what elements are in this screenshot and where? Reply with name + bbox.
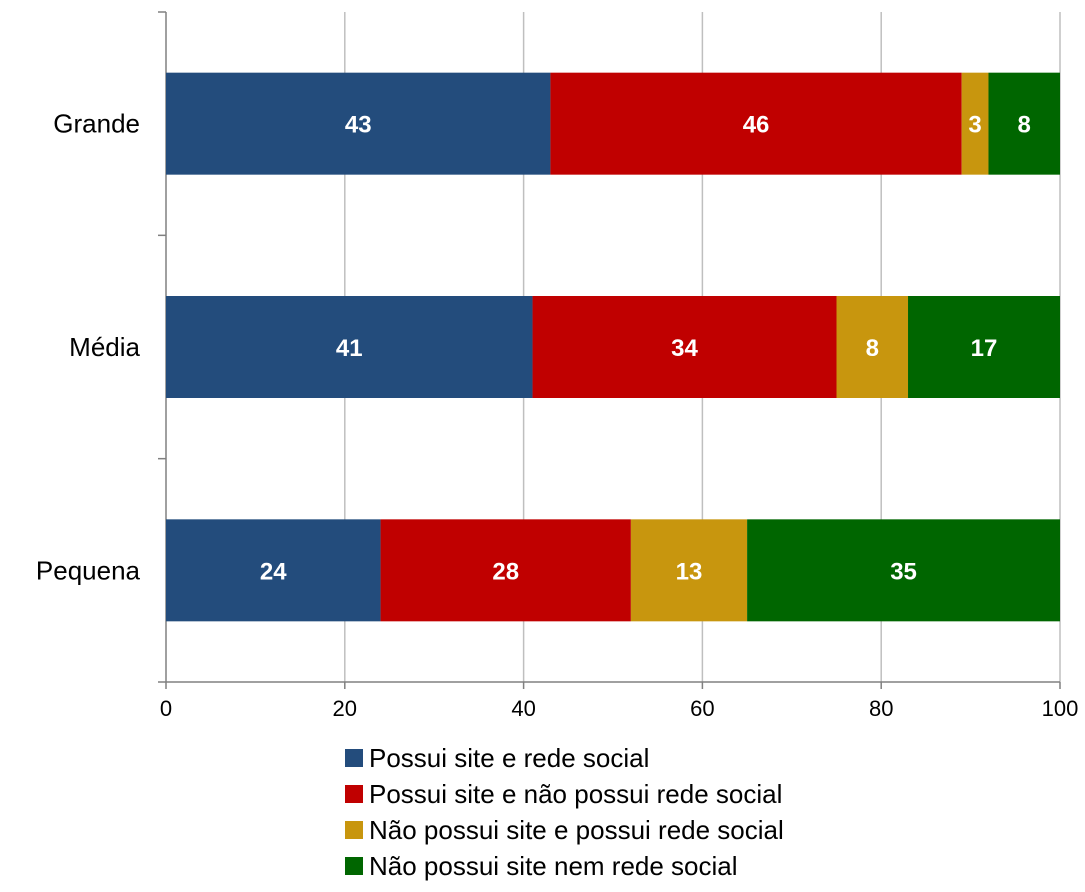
bar-segment xyxy=(550,72,962,175)
category-label: Média xyxy=(69,332,140,362)
bar-segment xyxy=(961,72,989,175)
bar-segment xyxy=(166,519,381,622)
bar-segment xyxy=(532,296,837,398)
x-tick-label: 20 xyxy=(333,696,357,721)
data-label: 3 xyxy=(968,112,981,139)
x-tick-label: 40 xyxy=(511,696,535,721)
legend-swatch xyxy=(345,857,363,875)
legend-label: Não possui site e possui rede social xyxy=(369,814,784,845)
legend-label: Possui site e não possui rede social xyxy=(369,778,783,809)
data-label: 8 xyxy=(866,335,879,362)
bar-segment xyxy=(166,296,533,398)
x-tick-label: 100 xyxy=(1042,696,1079,721)
data-label: 35 xyxy=(890,558,917,585)
bar-segment xyxy=(380,519,631,622)
legend: Possui site e rede social Possui site e n… xyxy=(345,740,784,884)
legend-label: Possui site e rede social xyxy=(369,742,650,773)
legend-item: Possui site e não possui rede social xyxy=(345,776,784,812)
stacked-bar-chart: 0 20 40 60 80 100 Grande 43 46 3 8 Média 41 34 8 17 Pequ… xyxy=(36,11,1079,721)
data-label: 46 xyxy=(743,112,770,139)
x-tick-label: 80 xyxy=(869,696,893,721)
legend-swatch xyxy=(345,749,363,767)
data-label: 41 xyxy=(336,335,363,362)
bar-segment xyxy=(747,519,1060,622)
bar-segment xyxy=(988,72,1060,175)
data-label: 17 xyxy=(971,335,998,362)
x-tick-label: 0 xyxy=(160,696,172,721)
data-label: 43 xyxy=(345,112,372,139)
legend-item: Não possui site e possui rede social xyxy=(345,812,784,848)
data-label: 28 xyxy=(492,558,519,585)
bar-segment xyxy=(908,296,1060,398)
legend-swatch xyxy=(345,821,363,839)
data-label: 8 xyxy=(1018,112,1031,139)
bar-segment xyxy=(166,72,551,175)
legend-item: Possui site e rede social xyxy=(345,740,784,776)
category-label: Pequena xyxy=(36,555,141,585)
bar-segment xyxy=(836,296,909,398)
legend-item: Não possui site nem rede social xyxy=(345,848,784,884)
data-label: 24 xyxy=(260,558,287,585)
bar-segment xyxy=(630,519,748,622)
x-tick-label: 60 xyxy=(690,696,714,721)
data-label: 13 xyxy=(676,558,703,585)
category-label: Grande xyxy=(53,109,140,139)
legend-swatch xyxy=(345,785,363,803)
data-label: 34 xyxy=(671,335,698,362)
legend-label: Não possui site nem rede social xyxy=(369,850,738,881)
